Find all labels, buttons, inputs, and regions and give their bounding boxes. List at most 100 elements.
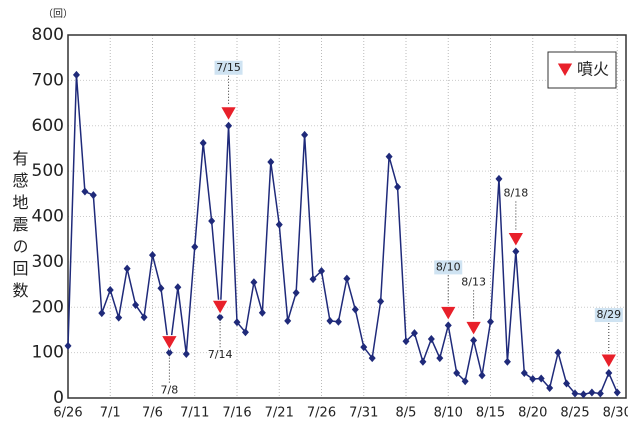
x-tick-label: 7/21 bbox=[265, 406, 294, 421]
y-tick-label: 0 bbox=[53, 388, 64, 408]
data-point bbox=[132, 300, 140, 309]
annotation-bg bbox=[214, 60, 243, 75]
y-tick-label: 100 bbox=[32, 343, 64, 363]
data-point bbox=[529, 374, 537, 383]
eruption-marker bbox=[439, 305, 458, 322]
data-point bbox=[605, 369, 613, 378]
data-point bbox=[89, 191, 97, 200]
data-point bbox=[241, 328, 249, 337]
data-point bbox=[410, 329, 418, 338]
data-point bbox=[81, 187, 89, 196]
y-tick-label: 500 bbox=[32, 161, 64, 181]
x-tick-label: 8/5 bbox=[396, 406, 417, 421]
data-point bbox=[233, 318, 241, 327]
annotation-bg bbox=[434, 260, 463, 275]
data-point bbox=[115, 313, 123, 322]
data-point bbox=[123, 264, 131, 273]
data-point bbox=[72, 70, 80, 79]
data-point bbox=[453, 369, 461, 378]
y-tick-label: 600 bbox=[32, 116, 64, 136]
data-point bbox=[419, 357, 427, 366]
data-point bbox=[225, 121, 233, 130]
data-point bbox=[64, 341, 72, 350]
eruption-marker bbox=[219, 106, 238, 122]
legend-box bbox=[547, 51, 617, 89]
data-point bbox=[588, 388, 596, 397]
data-point bbox=[571, 389, 579, 398]
x-tick-label: 7/31 bbox=[349, 406, 378, 421]
annotation-label: 7/15 bbox=[216, 61, 241, 74]
data-point bbox=[478, 371, 486, 380]
data-point bbox=[267, 158, 275, 167]
data-point bbox=[309, 275, 317, 284]
data-point bbox=[520, 369, 528, 378]
annotation-label: 7/8 bbox=[161, 384, 179, 397]
data-point bbox=[258, 308, 266, 317]
data-point bbox=[554, 348, 562, 357]
y-tick-label: 300 bbox=[32, 252, 64, 272]
annotation-label: 8/13 bbox=[461, 275, 486, 288]
x-tick-label: 8/15 bbox=[476, 406, 505, 421]
data-point bbox=[436, 354, 444, 363]
annotation-label: 8/10 bbox=[436, 260, 461, 273]
y-tick-label: 700 bbox=[32, 70, 64, 90]
data-point bbox=[165, 348, 173, 357]
plot-frame bbox=[67, 34, 627, 399]
data-point bbox=[503, 357, 511, 366]
data-point bbox=[596, 389, 604, 398]
eruption-marker bbox=[211, 299, 229, 316]
data-point bbox=[461, 377, 469, 386]
data-point bbox=[326, 316, 334, 325]
data-point bbox=[334, 317, 342, 326]
data-point bbox=[106, 286, 114, 295]
x-tick-label: 8/10 bbox=[434, 406, 463, 421]
data-point bbox=[199, 138, 207, 147]
data-point bbox=[546, 384, 554, 393]
data-point bbox=[512, 247, 520, 256]
y-tick-label: 800 bbox=[32, 25, 64, 45]
data-point bbox=[470, 336, 478, 345]
data-point bbox=[284, 316, 292, 325]
x-tick-label: 7/26 bbox=[307, 406, 336, 421]
y-unit: （回） bbox=[43, 8, 73, 20]
data-point bbox=[292, 288, 300, 297]
eruption-marker bbox=[464, 320, 483, 337]
data-point bbox=[444, 321, 452, 330]
y-axis-label: 有感地震の回数 bbox=[10, 150, 29, 304]
x-tick-label: 7/11 bbox=[180, 406, 209, 421]
annotation-label: 8/29 bbox=[596, 308, 621, 321]
data-point bbox=[537, 374, 545, 383]
data-point bbox=[368, 354, 376, 363]
x-tick-label: 7/6 bbox=[142, 406, 163, 421]
data-point bbox=[174, 283, 182, 292]
data-point bbox=[140, 313, 148, 322]
data-point bbox=[98, 309, 106, 318]
data-point bbox=[377, 297, 385, 306]
data-point bbox=[563, 379, 571, 388]
data-point bbox=[250, 278, 258, 287]
data-point bbox=[208, 217, 216, 226]
y-tick-label: 400 bbox=[32, 207, 64, 227]
data-point bbox=[216, 313, 224, 322]
x-tick-label: 8/30 bbox=[603, 406, 628, 421]
data-point bbox=[182, 349, 190, 358]
x-tick-label: 8/20 bbox=[518, 406, 547, 421]
data-point bbox=[360, 343, 368, 352]
x-tick-label: 8/25 bbox=[560, 406, 589, 421]
x-tick-label: 7/1 bbox=[100, 406, 121, 421]
x-tick-label: 6/26 bbox=[53, 406, 82, 421]
data-point bbox=[487, 317, 494, 326]
data-point bbox=[318, 266, 325, 275]
data-point bbox=[275, 220, 283, 229]
x-tick-label: 7/16 bbox=[222, 406, 251, 421]
data-point bbox=[613, 388, 621, 397]
eruption-marker bbox=[599, 353, 618, 370]
data-point bbox=[191, 242, 199, 251]
legend-label: 噴火 bbox=[577, 60, 609, 79]
y-tick-label: 200 bbox=[32, 297, 64, 317]
data-point bbox=[495, 174, 503, 183]
eruption-marker bbox=[160, 335, 179, 351]
data-point bbox=[579, 390, 587, 399]
data-point bbox=[343, 274, 351, 283]
